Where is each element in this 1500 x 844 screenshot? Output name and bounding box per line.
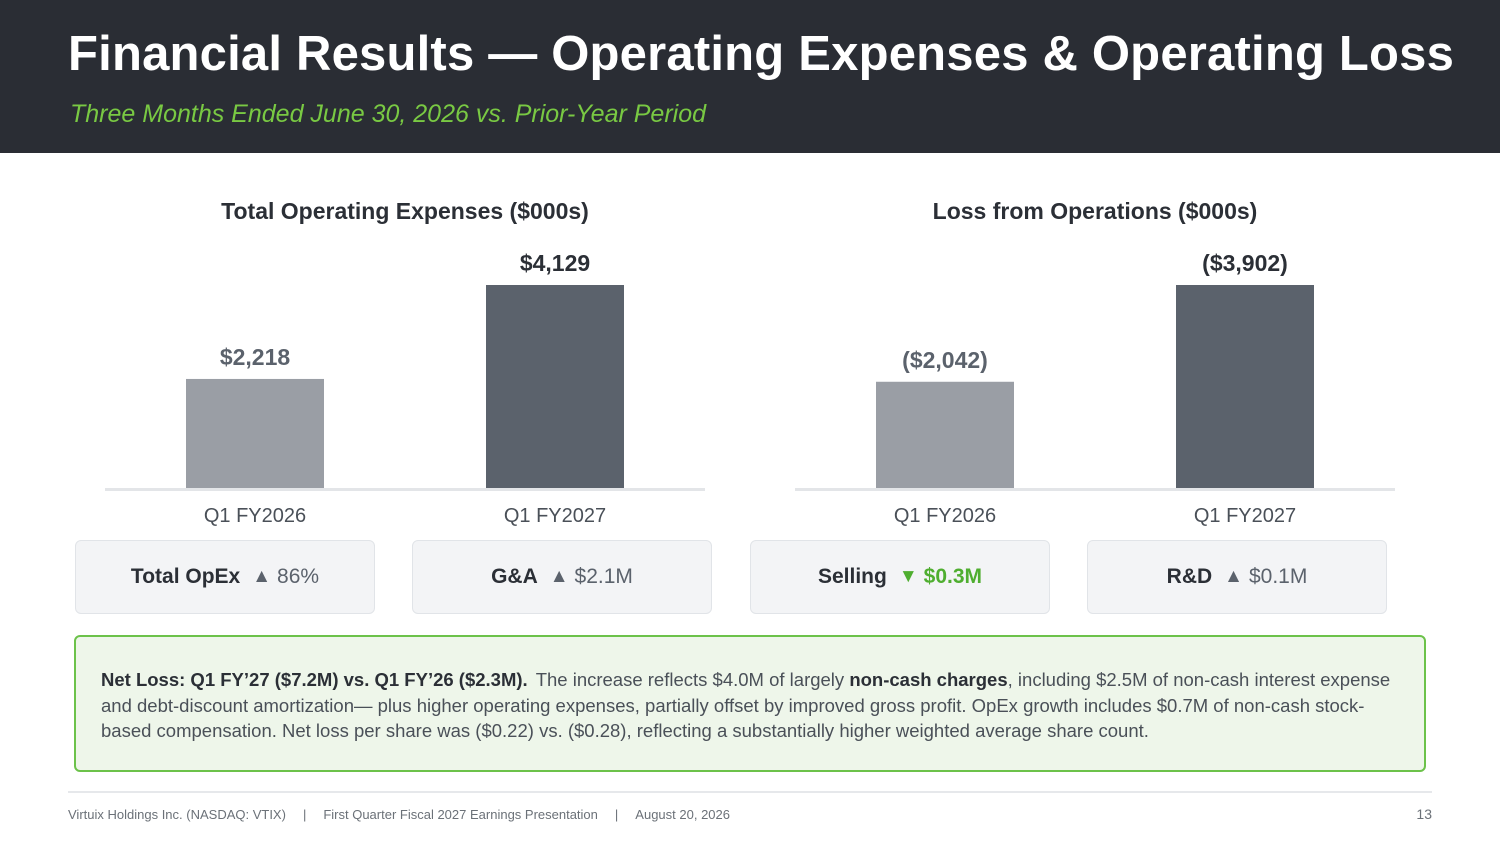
oploss-chart-title: Loss from Operations ($000s) [932,198,1258,224]
footer: Virtuix Holdings Inc. (NASDAQ: VTIX) | Fir… [68,807,730,822]
footer-separator: | [302,807,307,822]
bar-q1-fy2026 [876,381,1014,488]
down-arrow-icon: ▼ [898,566,918,587]
footer-date: August 20, 2026 [635,807,730,822]
up-arrow-icon: ▲ [1224,566,1243,587]
bar-q1-fy2027 [486,285,624,488]
net-loss-text-2: , including $2.5M of non-cash interest e… [101,669,1391,741]
card-selling: Selling ▼ $0.3M [750,540,1050,614]
net-loss-emphasis: non-cash charges [849,669,1008,690]
card-value: $0.1M [1248,565,1308,588]
page-number: 13 [1416,806,1432,822]
bar-q1-fy2027 [1176,285,1314,488]
card-total-opex: Total OpEx ▲ 86% [75,540,375,614]
oploss-bar-chart: ($2,042) Q1 FY2026 ($3,902) Q1 FY2027 [795,250,1395,527]
card-ga: G&A ▲ $2.1M [412,540,712,614]
net-loss-callout: Net Loss: Q1 FY’27 ($7.2M) vs. Q1 FY’26 … [74,635,1426,772]
data-label: ($2,042) [902,347,988,373]
x-tick-label: Q1 FY2026 [204,505,306,527]
data-label: $4,129 [520,250,590,276]
x-tick-label: Q1 FY2027 [504,505,606,527]
data-label: $2,218 [220,344,291,370]
opex-bar-chart: $2,218 Q1 FY2026 $4,129 Q1 FY2027 [105,250,705,527]
footer-presentation: First Quarter Fiscal 2027 Earnings Prese… [323,807,598,822]
bar-q1-fy2026 [186,378,324,488]
card-value: 86% [277,565,320,588]
header-banner: Financial Results — Operating Expenses &… [0,0,1500,153]
card-label: R&D [1166,565,1213,588]
footer-company: Virtuix Holdings Inc. (NASDAQ: VTIX) [68,807,286,822]
card-rd: R&D ▲ $0.1M [1087,540,1387,614]
net-loss-text-1: The increase reflects $4.0M of largely [535,669,850,690]
x-tick-label: Q1 FY2027 [1194,505,1296,527]
page-subtitle: Three Months Ended June 30, 2026 vs. Pri… [70,100,707,128]
x-tick-label: Q1 FY2026 [894,505,996,527]
card-label: Total OpEx [130,565,241,588]
footer-divider [68,791,1432,793]
card-label: Selling [817,565,887,588]
up-arrow-icon: ▲ [549,566,569,587]
card-value: $2.1M [574,565,633,588]
net-loss-lead: Net Loss: Q1 FY’27 ($7.2M) vs. Q1 FY’26 … [101,669,528,690]
opex-chart-title: Total Operating Expenses ($000s) [221,198,589,224]
up-arrow-icon: ▲ [252,566,272,587]
card-value: $0.3M [923,565,983,588]
card-label: G&A [491,565,538,588]
data-label: ($3,902) [1202,250,1288,276]
page-title: Financial Results — Operating Expenses &… [68,27,1455,81]
footer-separator: | [614,807,619,822]
